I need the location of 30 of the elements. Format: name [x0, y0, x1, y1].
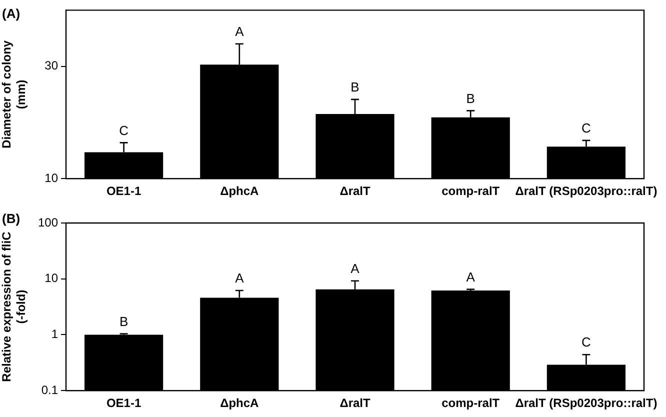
- x-tick-label: ΔralT: [340, 184, 371, 198]
- annotation: C: [582, 334, 591, 350]
- annotation: B: [350, 80, 360, 95]
- x-tick-label: ΔralT (RSp0203pro::ralT): [515, 396, 658, 410]
- annotation: A: [466, 269, 476, 284]
- y-tick-label: 10: [44, 170, 58, 185]
- annotation: B: [466, 90, 475, 106]
- x-tick-label: ΔphcA: [220, 396, 260, 410]
- y-tick-label: 1: [51, 327, 58, 342]
- chart-title: (A): [2, 6, 20, 22]
- y-tick-label: 0.1: [41, 382, 58, 397]
- x-tick-label: ΔphcA: [220, 184, 260, 198]
- y-tick-label: 100: [38, 215, 58, 230]
- x-tick-label: OE1-1: [106, 396, 142, 410]
- y-axis-title: Relative expression of fliC (-fold): [0, 231, 28, 382]
- y-tick-label: 30: [44, 58, 58, 73]
- annotation: C: [119, 122, 128, 138]
- annotation: A: [235, 270, 244, 286]
- x-tick-label: OE1-1: [106, 184, 142, 198]
- annotation: C: [582, 120, 591, 136]
- x-tick-label: comp-ralT: [442, 396, 500, 410]
- annotation: B: [119, 314, 128, 329]
- annotation: A: [350, 260, 360, 276]
- y-tick-label: 10: [44, 271, 58, 286]
- x-tick-label: comp-ralT: [442, 184, 500, 198]
- x-tick-label: ΔralT: [340, 396, 371, 410]
- chart-title: (B): [2, 211, 20, 226]
- annotation: A: [235, 24, 244, 39]
- x-tick-label: ΔralT (RSp0203pro::ralT): [515, 184, 658, 198]
- y-axis-title: Diameter of colony (mm): [0, 40, 28, 148]
